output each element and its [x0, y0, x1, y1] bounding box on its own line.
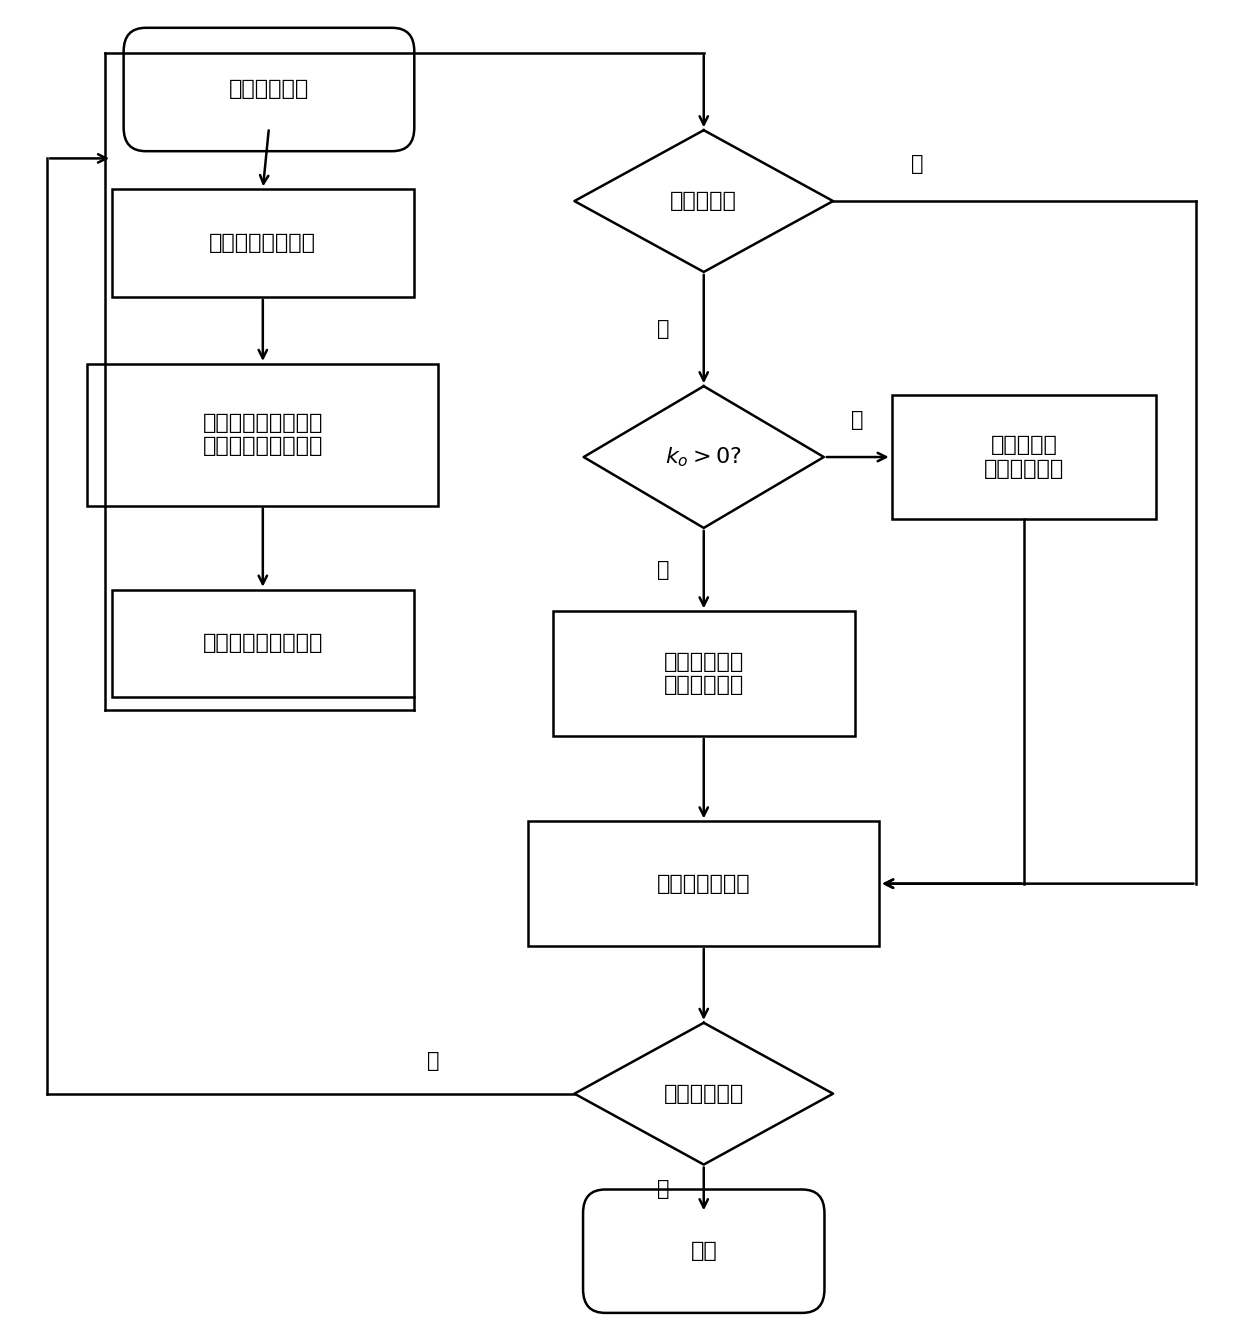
FancyBboxPatch shape — [583, 1189, 825, 1313]
Text: 动态障碍？: 动态障碍？ — [671, 192, 738, 211]
Text: 选择绕后策略
进行动态避障: 选择绕后策略 进行动态避障 — [663, 653, 744, 695]
Text: 是: 是 — [657, 320, 670, 339]
Text: 到达目标点？: 到达目标点？ — [663, 1083, 744, 1103]
Text: 否: 否 — [852, 411, 864, 431]
Text: 搜索最小合力的轨迹: 搜索最小合力的轨迹 — [202, 634, 322, 654]
FancyBboxPatch shape — [124, 28, 414, 151]
Bar — [112, 589, 414, 697]
Polygon shape — [584, 386, 823, 528]
Bar — [892, 395, 1157, 519]
Bar — [528, 822, 879, 946]
Text: 是: 是 — [657, 560, 670, 580]
Text: 否: 否 — [427, 1052, 439, 1071]
Text: 计算机器人的合力: 计算机器人的合力 — [210, 232, 316, 254]
Text: 移动到下一位置: 移动到下一位置 — [657, 873, 750, 893]
Polygon shape — [574, 1022, 833, 1165]
Bar — [112, 189, 414, 297]
Bar — [553, 612, 854, 736]
Bar — [87, 363, 438, 506]
Text: 开始寻找目标: 开始寻找目标 — [229, 79, 309, 99]
Text: 基于动态窗口法的合
力方向的多轨迹仿真: 基于动态窗口法的合 力方向的多轨迹仿真 — [202, 413, 322, 456]
Text: 选择前策略
进行动态避障: 选择前策略 进行动态避障 — [983, 436, 1064, 478]
Text: 否: 否 — [910, 155, 923, 174]
Text: 结束: 结束 — [691, 1242, 717, 1262]
Polygon shape — [574, 131, 833, 272]
Text: $k_o > 0?$: $k_o > 0?$ — [666, 445, 742, 469]
Text: 是: 是 — [657, 1178, 670, 1199]
